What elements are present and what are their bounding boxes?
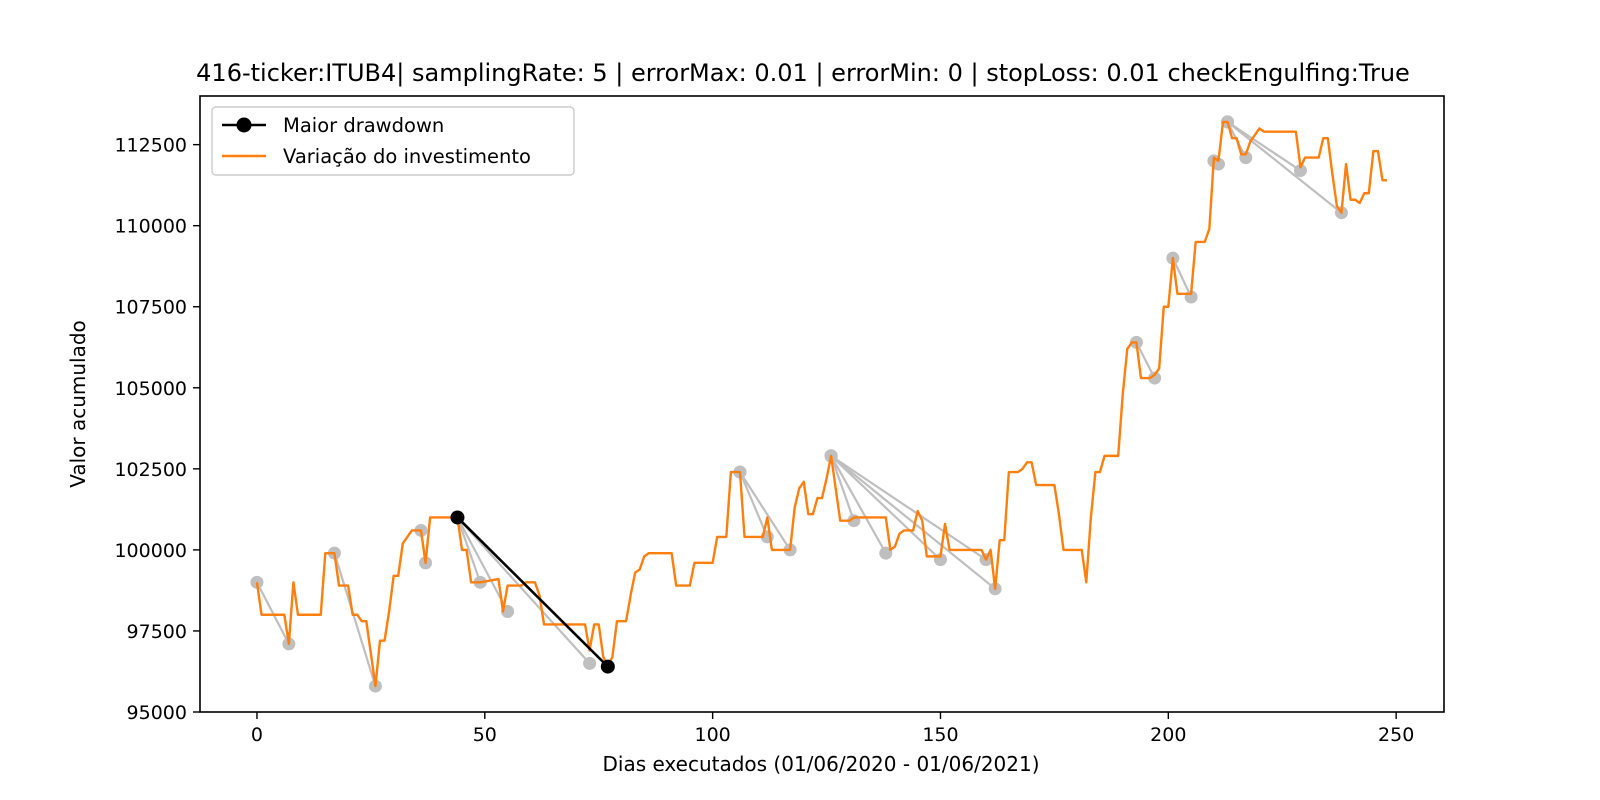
legend: Maior drawdown Variação do investimento	[211, 106, 575, 176]
drawdown-segment-line	[456, 517, 482, 583]
drawdown-segment-line	[830, 455, 996, 590]
drawdown-segment-point	[879, 546, 893, 560]
drawdown-segment-point	[1293, 164, 1307, 178]
drawdown-segment-line	[738, 471, 769, 538]
drawdown-segment-line	[830, 455, 855, 522]
drawdown-segment-point	[583, 656, 597, 670]
investment-series-line	[255, 120, 1388, 688]
y-tick-label: 97500	[127, 621, 187, 643]
max-drawdown-line	[456, 516, 609, 668]
legend-drawdown-swatch-marker	[236, 117, 252, 133]
drawdown-markers	[450, 510, 615, 674]
drawdown-segment-line	[739, 471, 792, 551]
x-tick-label: 50	[473, 724, 497, 746]
drawdown-segment-point	[250, 575, 264, 589]
x-axis-label: Dias executados (01/06/2020 - 01/06/2021…	[602, 752, 1039, 776]
drawdown-segment-line	[1226, 121, 1302, 172]
drawdown-segment-line	[255, 581, 290, 645]
x-tick-label: 250	[1378, 724, 1414, 746]
chart-title: 416-ticker:ITUB4| samplingRate: 5 | erro…	[196, 59, 1410, 87]
y-tick-label: 102500	[114, 459, 187, 481]
drawdown-segment-line	[1226, 121, 1343, 214]
y-tick-label: 105000	[114, 378, 187, 400]
plot-frame	[199, 95, 1445, 713]
x-tick-label: 0	[251, 724, 263, 746]
legend-box	[211, 106, 575, 176]
y-tick-label: 112500	[114, 135, 187, 157]
drawdown-segment-line	[830, 455, 887, 554]
drawdown-segment-line	[333, 552, 377, 687]
y-tick-label: 95000	[127, 702, 187, 724]
y-tick-label: 107500	[114, 297, 187, 319]
x-axis-ticks: 0 50 100 150 200 250	[251, 712, 1414, 746]
series-lines	[255, 120, 1388, 688]
y-tick-label: 100000	[114, 540, 187, 562]
max-drawdown-point	[450, 510, 465, 525]
drawdown-segment-line	[830, 455, 942, 561]
y-tick-label: 110000	[114, 216, 187, 238]
legend-label-drawdown: Maior drawdown	[283, 114, 444, 137]
drawdown-segment-line	[1135, 341, 1156, 379]
drawdown-segments	[250, 115, 1348, 693]
y-axis-label: Valor acumulado	[66, 320, 90, 488]
drawdown-segment-line	[830, 454, 987, 561]
x-tick-label: 200	[1150, 724, 1186, 746]
drawdown-segment-line	[1171, 257, 1193, 298]
drawdown-segment-line	[456, 516, 509, 613]
legend-label-investment: Variação do investimento	[283, 145, 531, 168]
max-drawdown-point	[600, 659, 615, 674]
drawdown-segment-point	[1211, 157, 1225, 171]
drawdown-segment-line	[456, 516, 591, 665]
y-axis-ticks: 95000 97500 100000 102500 105000 107500 110000…	[114, 135, 200, 724]
drawdown-segment-point	[1148, 371, 1162, 385]
x-tick-label: 150	[922, 724, 958, 746]
x-tick-label: 100	[695, 724, 731, 746]
